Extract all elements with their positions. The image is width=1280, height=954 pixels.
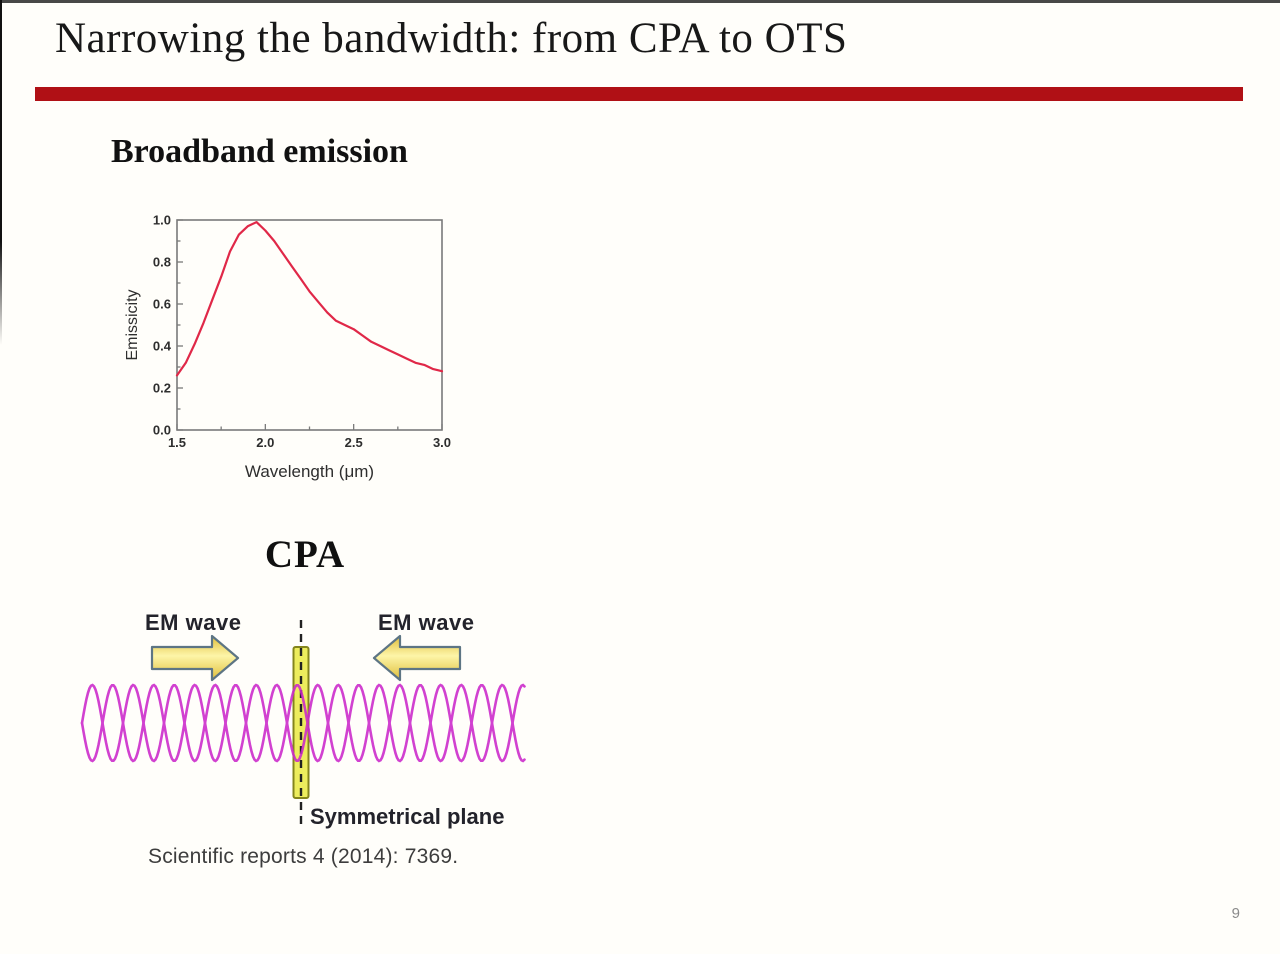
slide-title: Narrowing the bandwidth: from CPA to OTS xyxy=(55,15,848,62)
emissivity-curve xyxy=(175,221,444,377)
left-edge-line xyxy=(0,0,2,345)
chart-xlabel: Wavelength (μm) xyxy=(245,462,374,481)
em-wave-arrow-right-pointing xyxy=(150,634,240,682)
chart-ylabel: Emissicity xyxy=(124,289,141,360)
svg-text:0.2: 0.2 xyxy=(153,381,171,396)
svg-text:1.5: 1.5 xyxy=(168,435,186,450)
title-accent-bar xyxy=(35,87,1243,101)
emissivity-chart: 0.0 0.2 0.4 0.6 0.8 1.0 1.5 2.0 2.5 3.0 Wavelength… xyxy=(124,213,451,482)
svg-text:2.0: 2.0 xyxy=(256,435,274,450)
citation-text: Scientific reports 4 (2014): 7369. xyxy=(148,845,459,868)
top-edge-line xyxy=(0,0,1280,3)
em-wave-right-label: EM wave xyxy=(378,610,475,635)
em-wave-left-label: EM wave xyxy=(145,610,242,635)
chart-tick-labels: 0.0 0.2 0.4 0.6 0.8 1.0 1.5 2.0 2.5 3.0 xyxy=(153,213,451,451)
svg-text:0.4: 0.4 xyxy=(153,339,172,354)
standing-waves xyxy=(80,683,526,763)
page-number: 9 xyxy=(1231,905,1240,922)
chart-frame xyxy=(176,219,443,431)
svg-text:0.0: 0.0 xyxy=(153,423,171,438)
svg-text:1.0: 1.0 xyxy=(153,213,171,228)
svg-text:3.0: 3.0 xyxy=(433,435,451,450)
cpa-heading: CPA xyxy=(264,533,346,576)
svg-text:0.6: 0.6 xyxy=(153,297,171,312)
broadband-emission-heading: Broadband emission xyxy=(111,133,408,170)
svg-text:2.5: 2.5 xyxy=(345,435,363,450)
em-wave-arrow-left-pointing xyxy=(372,634,462,682)
cpa-diagram xyxy=(80,620,526,830)
svg-text:0.8: 0.8 xyxy=(153,255,171,270)
symmetrical-plane-label: Symmetrical plane xyxy=(310,804,505,829)
chart-ticks xyxy=(176,219,443,431)
